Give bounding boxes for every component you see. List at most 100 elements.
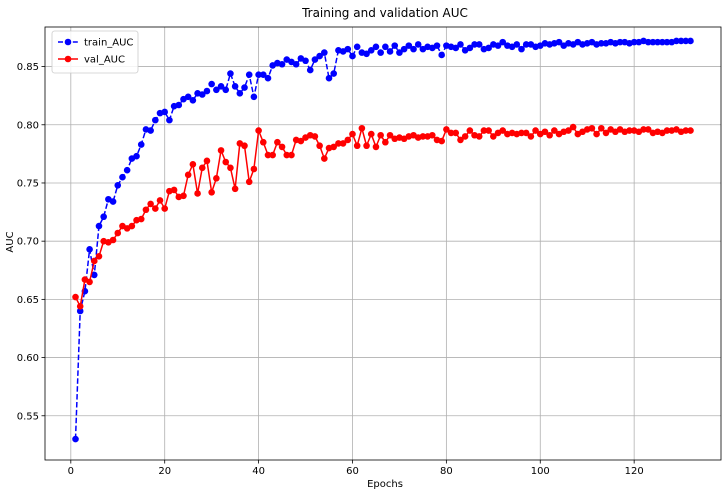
data-point bbox=[292, 60, 300, 68]
data-point bbox=[76, 303, 84, 310]
data-point bbox=[288, 151, 295, 159]
data-point bbox=[208, 80, 215, 88]
data-point bbox=[189, 161, 197, 168]
data-point bbox=[419, 133, 427, 140]
legend-label: val_AUC bbox=[84, 55, 125, 66]
data-point bbox=[241, 142, 248, 150]
x-tick-label: 20 bbox=[158, 466, 171, 477]
data-point bbox=[306, 66, 314, 74]
data-point bbox=[518, 45, 525, 53]
data-point bbox=[137, 141, 145, 148]
data-point bbox=[363, 50, 370, 58]
data-point bbox=[213, 86, 220, 94]
y-tick-label: 0.70 bbox=[17, 237, 39, 248]
data-point bbox=[490, 133, 497, 140]
data-point bbox=[236, 90, 244, 97]
data-point bbox=[673, 37, 680, 45]
data-point bbox=[198, 91, 206, 98]
data-point bbox=[250, 93, 258, 101]
legend-marker bbox=[64, 38, 72, 46]
x-tick-label: 0 bbox=[68, 466, 74, 477]
data-point bbox=[311, 56, 319, 63]
data-point bbox=[189, 97, 197, 104]
x-tick-label: 120 bbox=[625, 466, 644, 477]
data-point bbox=[264, 74, 272, 82]
x-axis-label: Epochs bbox=[367, 479, 403, 490]
data-point bbox=[278, 143, 286, 151]
y-tick-label: 0.55 bbox=[17, 411, 39, 422]
x-axis: 0 20 40 60 80 100 120 bbox=[68, 460, 644, 477]
data-point bbox=[109, 236, 117, 244]
data-point bbox=[114, 229, 122, 237]
data-point bbox=[198, 164, 206, 172]
data-point bbox=[513, 41, 521, 48]
data-point bbox=[231, 185, 239, 193]
x-tick-label: 100 bbox=[531, 466, 550, 477]
data-point bbox=[367, 46, 375, 54]
y-tick-label: 0.80 bbox=[17, 120, 39, 131]
series-val_AUC bbox=[72, 123, 694, 310]
data-point bbox=[255, 127, 262, 134]
series-train_AUC bbox=[72, 37, 694, 443]
data-point bbox=[283, 151, 291, 159]
data-point bbox=[663, 127, 671, 134]
data-point bbox=[475, 41, 483, 48]
legend: train_AUC val_AUC bbox=[51, 30, 139, 74]
data-point bbox=[466, 127, 474, 134]
data-point bbox=[382, 43, 389, 51]
data-point bbox=[316, 52, 323, 60]
legend-marker bbox=[64, 55, 72, 63]
data-point bbox=[410, 45, 417, 53]
data-point bbox=[90, 271, 98, 279]
data-point bbox=[654, 38, 661, 46]
data-point bbox=[551, 127, 558, 134]
data-point bbox=[330, 143, 338, 151]
data-point bbox=[119, 173, 126, 181]
data-point bbox=[475, 133, 483, 140]
data-point bbox=[133, 152, 140, 160]
x-tick-label: 40 bbox=[252, 466, 265, 477]
data-point bbox=[499, 127, 507, 134]
data-point bbox=[353, 43, 361, 51]
data-point bbox=[259, 71, 267, 79]
data-point bbox=[175, 101, 183, 109]
data-point bbox=[438, 137, 445, 145]
data-point bbox=[377, 131, 384, 139]
data-point bbox=[166, 116, 173, 124]
data-point bbox=[123, 166, 131, 174]
data-point bbox=[663, 38, 671, 46]
data-point bbox=[90, 257, 98, 265]
data-point bbox=[231, 83, 239, 90]
data-point bbox=[386, 131, 394, 139]
y-tick-label: 0.85 bbox=[17, 62, 39, 73]
legend-label: train_AUC bbox=[84, 38, 133, 49]
data-point bbox=[433, 42, 441, 49]
y-axis-label: AUC bbox=[5, 231, 16, 252]
data-point bbox=[461, 133, 469, 140]
data-point bbox=[593, 130, 600, 138]
data-point bbox=[95, 252, 103, 260]
data-point bbox=[687, 127, 694, 134]
data-point bbox=[452, 129, 460, 137]
data-point bbox=[353, 142, 361, 150]
data-point bbox=[372, 43, 380, 51]
data-point bbox=[184, 93, 192, 101]
data-point bbox=[428, 131, 436, 139]
data-point bbox=[522, 129, 530, 137]
data-point bbox=[213, 175, 220, 182]
grid bbox=[45, 27, 721, 460]
data-point bbox=[391, 42, 399, 49]
data-point bbox=[644, 126, 652, 133]
data-point bbox=[485, 44, 492, 52]
data-point bbox=[302, 57, 309, 65]
legend-item-val_AUC: val_AUC bbox=[58, 55, 125, 66]
data-point bbox=[485, 127, 492, 134]
data-point bbox=[161, 205, 169, 212]
data-point bbox=[640, 126, 647, 133]
data-point bbox=[677, 37, 685, 45]
data-point bbox=[471, 41, 478, 48]
data-point bbox=[687, 37, 694, 45]
data-point bbox=[494, 42, 502, 49]
data-point bbox=[274, 138, 281, 146]
